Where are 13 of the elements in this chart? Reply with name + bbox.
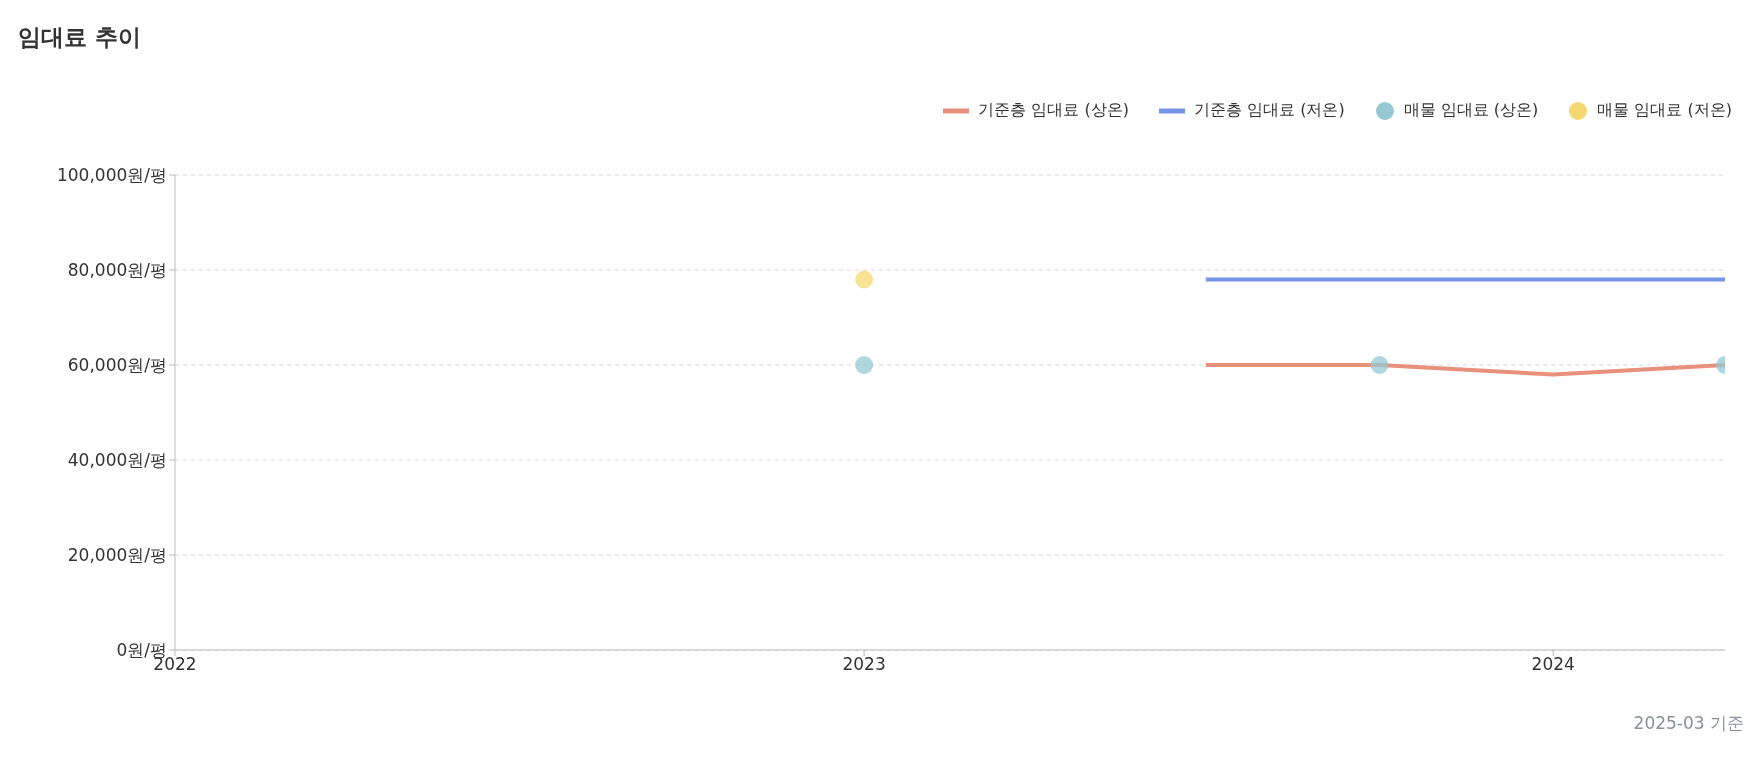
- y-tick-label: 40,000원/평: [67, 450, 167, 471]
- chart-title: 임대료 추이: [18, 23, 142, 52]
- y-tick-label: 80,000원/평: [67, 260, 167, 281]
- legend-label: 기준층 임대료 (저온): [1194, 100, 1345, 121]
- legend-label: 매물 임대료 (상온): [1403, 100, 1539, 121]
- legend-label: 기준층 임대료 (상온): [978, 100, 1130, 121]
- text: 2025-03 기준: [1633, 712, 1744, 735]
- legend-label: 매물 임대료 (저온): [1597, 100, 1732, 121]
- y-tick-label: 60,000원/평: [67, 355, 167, 376]
- x-tick-label: 2024: [1531, 654, 1575, 675]
- y-tick-label: 20,000원/평: [67, 545, 167, 566]
- x-tick-label: 2023: [842, 654, 886, 675]
- y-tick-label: 100,000원/평: [56, 165, 167, 186]
